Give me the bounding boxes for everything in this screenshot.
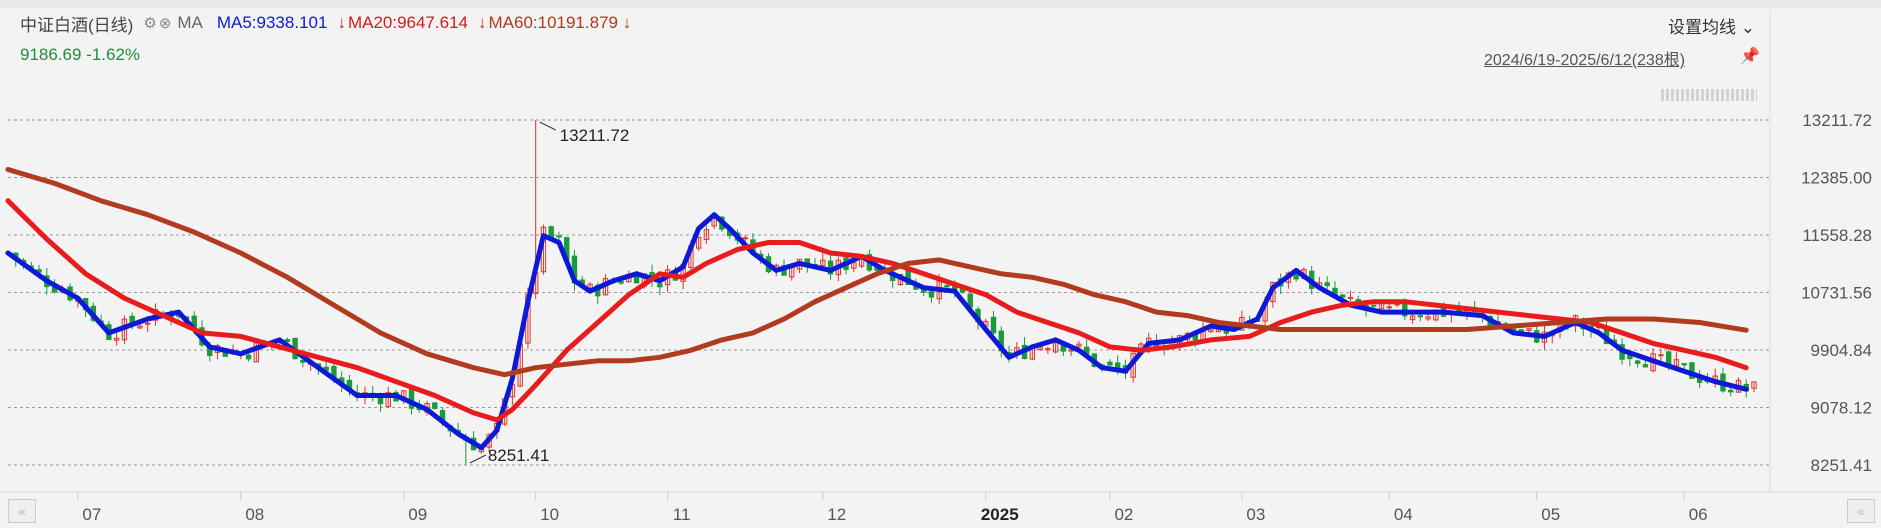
x-tick-label: 09 xyxy=(408,505,427,524)
scroll-left-button[interactable]: « xyxy=(8,499,36,523)
annotation-arrow xyxy=(469,454,487,464)
candle-body xyxy=(1324,282,1330,287)
candle-body xyxy=(928,291,935,298)
ma20-value: MA20:9647.614 xyxy=(347,13,468,32)
y-tick-label: 9904.84 xyxy=(1811,341,1872,360)
x-tick-label: 04 xyxy=(1394,505,1413,524)
ma-line-ma60 xyxy=(5,167,1749,378)
candle-body xyxy=(1371,304,1377,307)
candle-body xyxy=(695,236,702,249)
ma20-group: ↓ MA20:9647.614 xyxy=(337,13,468,33)
index-name[interactable]: 中证白酒(日线) xyxy=(20,15,134,35)
y-tick-label: 12385.00 xyxy=(1801,169,1872,188)
ma-label[interactable]: MA xyxy=(177,13,203,32)
candle-body xyxy=(1293,273,1299,280)
ma60-value: MA60:10191.879 xyxy=(488,13,618,32)
annotation-arrow xyxy=(539,121,556,131)
candle-body xyxy=(1425,316,1431,320)
candle-body xyxy=(385,392,391,408)
candle-body xyxy=(1634,360,1641,364)
candle-body xyxy=(556,235,562,238)
annotation-high: 13211.72 xyxy=(560,126,630,145)
candle-body xyxy=(1751,381,1757,389)
annotation-low: 8251.41 xyxy=(488,446,549,465)
candle-body xyxy=(1045,348,1051,351)
x-tick-label: 11 xyxy=(673,505,691,524)
candle-body xyxy=(1052,342,1059,353)
candle-body xyxy=(1518,329,1524,332)
candle-body xyxy=(1386,306,1392,309)
candle-body xyxy=(137,325,143,329)
down-arrow-icon: ↓ xyxy=(337,13,346,32)
x-tick-label: 10 xyxy=(540,505,559,524)
x-tick-label: 06 xyxy=(1689,505,1708,524)
x-tick-label: 12 xyxy=(827,505,846,524)
candle-body xyxy=(1409,315,1416,321)
candle-body xyxy=(1673,359,1680,367)
scroll-right-button[interactable]: « xyxy=(1847,499,1875,523)
candle-body xyxy=(1076,343,1082,347)
candle-body xyxy=(990,316,997,334)
candle-body xyxy=(1208,329,1214,333)
x-tick-label: 02 xyxy=(1114,505,1133,524)
down-arrow-icon: ↓ xyxy=(622,13,632,32)
date-range-link[interactable]: 2024/6/19-2025/6/12(238根) xyxy=(1484,52,1686,69)
top-border xyxy=(0,0,1881,8)
setup-ma-button[interactable]: 设置均线 ⌄ xyxy=(1668,13,1755,38)
candle-body xyxy=(1340,294,1346,298)
candle-body xyxy=(144,322,151,325)
down-arrow-icon: ↓ xyxy=(477,13,487,32)
ma5-value: MA5:9338.101 xyxy=(216,13,328,32)
y-tick-label: 9078.12 xyxy=(1811,399,1872,418)
candle-body xyxy=(944,284,950,288)
y-tick-label: 10731.56 xyxy=(1801,284,1872,303)
candle-body xyxy=(1526,328,1532,331)
candle-body xyxy=(742,237,748,240)
candle-body xyxy=(1642,364,1649,368)
x-tick-label: 03 xyxy=(1246,505,1265,524)
x-tick-label: 08 xyxy=(245,505,264,524)
candle-body xyxy=(1681,363,1687,366)
candle-body xyxy=(432,402,438,409)
settings-close-icons[interactable]: ⚙⊗ xyxy=(143,15,174,32)
y-tick-label: 8251.41 xyxy=(1811,456,1872,475)
candle-body xyxy=(113,337,120,341)
current-price: 9186.69 -1.62% xyxy=(20,45,141,64)
candle-body xyxy=(245,354,252,360)
candle-body xyxy=(851,262,857,269)
candle-body xyxy=(618,280,624,284)
ma-line-ma5 xyxy=(5,212,1749,451)
candle-body xyxy=(1728,389,1734,393)
x-tick-label: 2025 xyxy=(981,505,1019,524)
candle-body xyxy=(300,359,306,363)
candle-body xyxy=(1347,296,1354,299)
ma60-group: ↓ MA60:10191.879 ↓ xyxy=(478,13,631,33)
setup-ma-label: 设置均线 xyxy=(1668,18,1736,37)
candle-body xyxy=(1417,315,1424,318)
candle-body xyxy=(703,229,710,240)
candle-body xyxy=(820,259,826,267)
chevron-down-icon: ⌄ xyxy=(1740,18,1755,37)
chart-header: 中证白酒(日线) ⚙⊗ MA MA5:9338.101 ↓ MA20:9647.6… xyxy=(20,12,631,35)
x-tick-label: 05 xyxy=(1541,505,1560,524)
candle-body xyxy=(284,339,291,343)
scrollbar-grip[interactable] xyxy=(1661,89,1757,101)
x-tick-label: 07 xyxy=(82,505,101,524)
candle-body xyxy=(1107,361,1113,366)
ma-line-ma20 xyxy=(5,198,1749,423)
y-tick-label: 13211.72 xyxy=(1802,111,1872,130)
candle-body xyxy=(1658,354,1664,357)
pin-icon[interactable]: 📌 xyxy=(1740,48,1760,65)
y-tick-label: 11558.28 xyxy=(1802,226,1872,245)
candle-body xyxy=(657,283,663,288)
